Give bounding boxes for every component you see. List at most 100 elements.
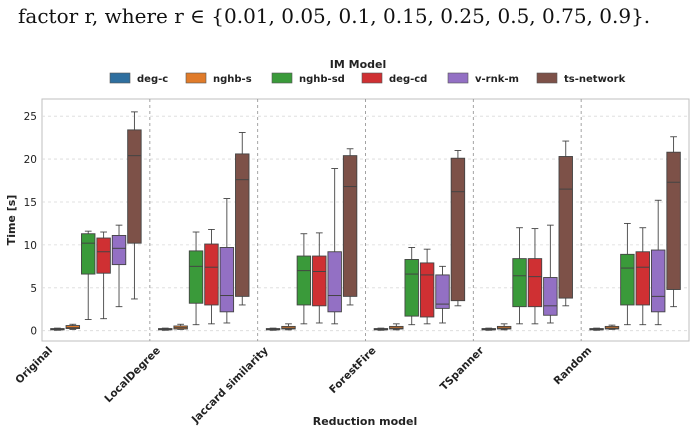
box-body (188, 250, 204, 304)
box-deg-cd-tspanner (527, 228, 543, 325)
box-nghb-sd-jaccard-similarity (296, 233, 312, 325)
box-nghb-sd-forestfire (404, 247, 419, 326)
legend-label: v-rnk-m (475, 74, 519, 85)
box-ts-network-random (666, 136, 681, 308)
x-tick-label-jaccard-similarity: Jaccard similarity (189, 345, 271, 427)
box-body (312, 255, 327, 307)
legend-swatch (109, 72, 131, 84)
box-nghb-sd-random (620, 222, 635, 326)
box-nghb-s-forestfire (389, 323, 404, 331)
y-tick-label: 5 (30, 283, 37, 295)
box-v-rnk-m-forestfire (435, 265, 450, 324)
legend-entry-v-rnk-m: v-rnk-m (447, 72, 519, 85)
legend-entry-deg-cd: deg-cd (361, 72, 427, 85)
y-axis-label: Time [s] (5, 195, 18, 246)
box-body (620, 253, 635, 306)
y-axis: 0 5 10 15 20 25 (24, 111, 37, 338)
box-deg-c-original (50, 327, 65, 331)
x-tick-label-original: Original (13, 345, 55, 387)
box-body (96, 237, 111, 274)
box-deg-cd-random (635, 227, 650, 326)
box-body (635, 251, 650, 306)
box-body (111, 234, 127, 266)
box-body (204, 243, 219, 306)
box-deg-cd-original (96, 231, 111, 320)
box-deg-cd-forestfire (419, 248, 435, 325)
box-deg-c-random (589, 327, 604, 331)
box-nghb-s-random (604, 324, 620, 330)
box-body (81, 233, 96, 275)
legend-label: deg-cd (389, 74, 427, 85)
group-separators (149, 99, 582, 341)
legend: IM Model deg-c nghb-s nghb-sd deg-cd v-rnk-m… (109, 58, 626, 85)
box-nghb-sd-tspanner (512, 227, 527, 325)
box-body (558, 156, 573, 299)
box-nghb-s-original (65, 323, 81, 330)
x-axis: Original LocalDegree Jaccard similarity For… (13, 344, 594, 426)
box-nghb-sd-localdegree (188, 231, 204, 326)
box-nghb-s-tspanner (496, 323, 512, 331)
box-v-rnk-m-tspanner (543, 224, 558, 324)
box-body (512, 258, 527, 308)
box-nghb-sd-original (81, 230, 96, 320)
box-ts-network-original (127, 111, 142, 300)
box-body (450, 157, 466, 302)
legend-label: nghb-sd (299, 74, 345, 85)
legend-entry-ts-network: ts-network (536, 72, 626, 85)
box-body (65, 325, 81, 330)
box-body (127, 129, 142, 244)
box-deg-cd-localdegree (204, 228, 219, 325)
box-body (527, 258, 543, 308)
box-v-rnk-m-original (111, 224, 127, 308)
legend-label: nghb-s (213, 74, 252, 85)
legend-swatch (361, 72, 383, 84)
box-deg-c-tspanner (481, 327, 496, 331)
legend-entry-deg-c: deg-c (109, 72, 168, 85)
box-v-rnk-m-random (650, 199, 666, 326)
box-deg-c-jaccard-similarity (265, 327, 281, 331)
x-axis-label: Reduction model (313, 415, 418, 428)
box-deg-c-localdegree (158, 327, 173, 331)
legend-label: ts-network (564, 74, 626, 85)
legend-label: deg-c (137, 74, 168, 85)
legend-entry-nghb-s: nghb-s (185, 72, 252, 85)
box-ts-network-tspanner (558, 140, 573, 307)
box-deg-c-forestfire (373, 327, 389, 331)
box-body (342, 155, 358, 297)
x-tick-label-tspanner: TSpanner (438, 344, 487, 393)
box-body (235, 153, 250, 297)
legend-swatch (185, 72, 207, 84)
x-tick-label-random: Random (552, 345, 595, 388)
box-body (435, 274, 450, 309)
box-ts-network-jaccard-similarity (342, 148, 358, 306)
box-body (219, 247, 235, 313)
y-tick-label: 15 (24, 197, 37, 209)
box-body (543, 277, 558, 316)
figure-caption: factor r, where r ∈ {0.01, 0.05, 0.1, 0.… (18, 4, 651, 28)
y-tick-label: 0 (30, 326, 37, 338)
y-tick-label: 20 (24, 154, 37, 166)
boxes (50, 111, 681, 331)
legend-swatch (447, 72, 469, 84)
box-v-rnk-m-localdegree (219, 198, 235, 324)
y-tick-label: 10 (24, 240, 37, 252)
box-body (327, 251, 342, 313)
box-nghb-s-localdegree (173, 323, 188, 330)
legend-title: IM Model (330, 58, 386, 71)
box-v-rnk-m-jaccard-similarity (327, 168, 342, 325)
box-body (296, 255, 312, 306)
box-body (650, 249, 666, 313)
box-deg-cd-jaccard-similarity (312, 232, 327, 324)
box-ts-network-localdegree (235, 132, 250, 306)
y-tick-label: 25 (24, 111, 37, 123)
legend-swatch (271, 72, 293, 84)
legend-swatch (536, 72, 558, 84)
legend-entry-nghb-sd: nghb-sd (271, 72, 345, 85)
box-body (419, 262, 435, 318)
x-tick-label-forestfire: ForestFire (327, 345, 378, 396)
x-tick-label-localdegree: LocalDegree (102, 345, 163, 406)
box-body (666, 151, 681, 290)
box-nghb-s-jaccard-similarity (281, 323, 296, 331)
